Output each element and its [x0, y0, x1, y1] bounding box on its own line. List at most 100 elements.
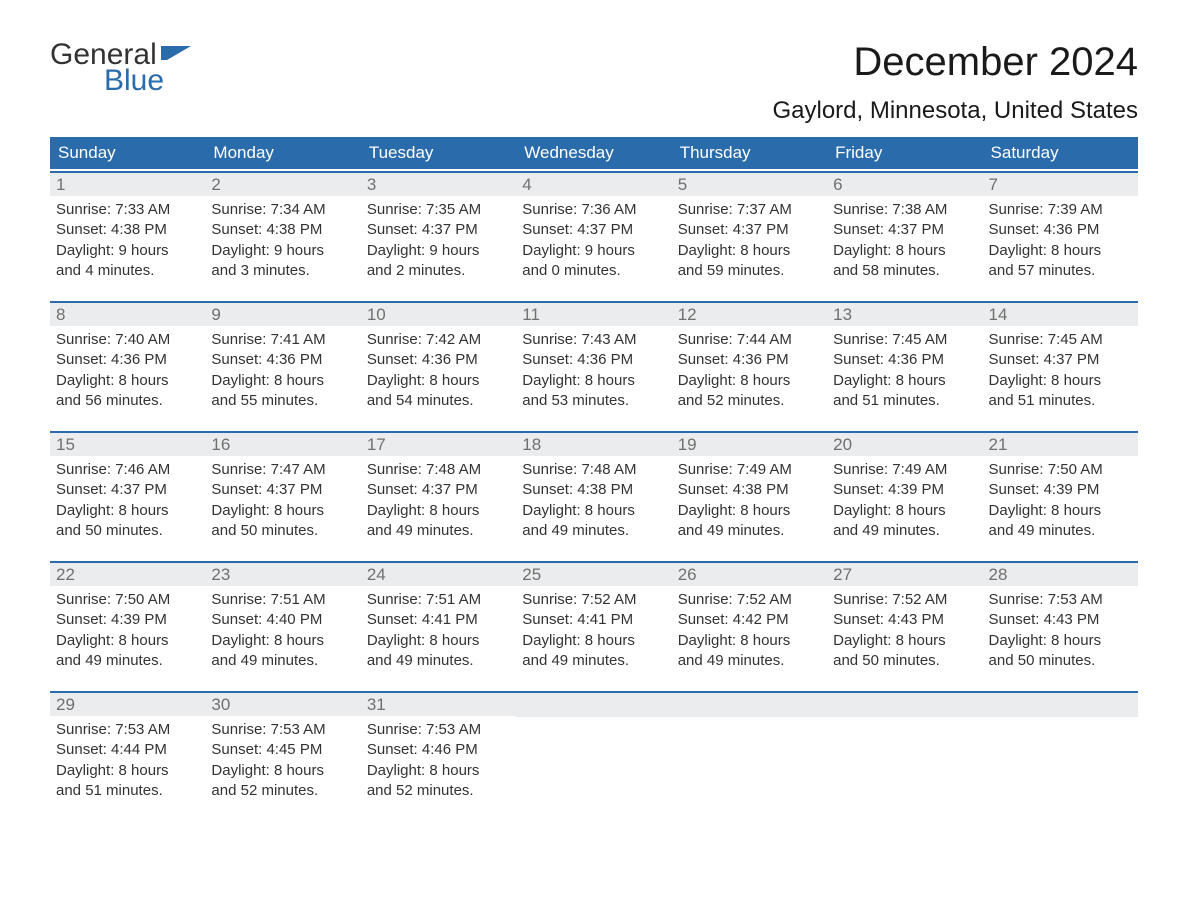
- day-body: Sunrise: 7:45 AMSunset: 4:36 PMDaylight:…: [827, 326, 982, 417]
- empty-day: [516, 693, 671, 717]
- daylight-line-2: and 52 minutes.: [367, 781, 510, 801]
- day-cell: 14Sunrise: 7:45 AMSunset: 4:37 PMDayligh…: [983, 303, 1138, 429]
- day-body: Sunrise: 7:48 AMSunset: 4:38 PMDaylight:…: [516, 456, 671, 547]
- location-subtitle: Gaylord, Minnesota, United States: [772, 97, 1138, 125]
- sunset-line: Sunset: 4:37 PM: [367, 480, 510, 500]
- sunset-line: Sunset: 4:43 PM: [833, 610, 976, 630]
- daylight-line-1: Daylight: 8 hours: [678, 501, 821, 521]
- daylight-line-2: and 49 minutes.: [522, 521, 665, 541]
- sunset-line: Sunset: 4:37 PM: [989, 350, 1132, 370]
- daylight-line-1: Daylight: 8 hours: [211, 761, 354, 781]
- week-row: 15Sunrise: 7:46 AMSunset: 4:37 PMDayligh…: [50, 431, 1138, 559]
- day-cell: 8Sunrise: 7:40 AMSunset: 4:36 PMDaylight…: [50, 303, 205, 429]
- day-body: Sunrise: 7:42 AMSunset: 4:36 PMDaylight:…: [361, 326, 516, 417]
- daylight-line-2: and 2 minutes.: [367, 261, 510, 281]
- day-body: Sunrise: 7:51 AMSunset: 4:41 PMDaylight:…: [361, 586, 516, 677]
- daylight-line-2: and 56 minutes.: [56, 391, 199, 411]
- daylight-line-1: Daylight: 8 hours: [522, 501, 665, 521]
- daylight-line-1: Daylight: 8 hours: [678, 241, 821, 261]
- sunrise-line: Sunrise: 7:36 AM: [522, 200, 665, 220]
- brand-logo: General Blue: [50, 40, 191, 96]
- day-cell: 12Sunrise: 7:44 AMSunset: 4:36 PMDayligh…: [672, 303, 827, 429]
- sunset-line: Sunset: 4:40 PM: [211, 610, 354, 630]
- day-body: Sunrise: 7:36 AMSunset: 4:37 PMDaylight:…: [516, 196, 671, 287]
- daylight-line-2: and 53 minutes.: [522, 391, 665, 411]
- sunset-line: Sunset: 4:39 PM: [989, 480, 1132, 500]
- day-body: Sunrise: 7:47 AMSunset: 4:37 PMDaylight:…: [205, 456, 360, 547]
- day-number: 5: [672, 173, 827, 196]
- daylight-line-1: Daylight: 8 hours: [211, 631, 354, 651]
- day-number: 21: [983, 433, 1138, 456]
- daylight-line-1: Daylight: 8 hours: [833, 241, 976, 261]
- day-number: 12: [672, 303, 827, 326]
- day-cell: 13Sunrise: 7:45 AMSunset: 4:36 PMDayligh…: [827, 303, 982, 429]
- day-header-thursday: Thursday: [672, 137, 827, 169]
- page-header: General Blue December 2024 Gaylord, Minn…: [50, 40, 1138, 125]
- sunset-line: Sunset: 4:36 PM: [367, 350, 510, 370]
- day-number: 24: [361, 563, 516, 586]
- empty-day: [827, 693, 982, 717]
- daylight-line-2: and 59 minutes.: [678, 261, 821, 281]
- sunset-line: Sunset: 4:38 PM: [678, 480, 821, 500]
- daylight-line-1: Daylight: 8 hours: [989, 241, 1132, 261]
- sunset-line: Sunset: 4:41 PM: [522, 610, 665, 630]
- day-body: Sunrise: 7:52 AMSunset: 4:43 PMDaylight:…: [827, 586, 982, 677]
- daylight-line-1: Daylight: 8 hours: [678, 371, 821, 391]
- day-cell: 4Sunrise: 7:36 AMSunset: 4:37 PMDaylight…: [516, 173, 671, 299]
- day-body: Sunrise: 7:45 AMSunset: 4:37 PMDaylight:…: [983, 326, 1138, 417]
- sunrise-line: Sunrise: 7:40 AM: [56, 330, 199, 350]
- daylight-line-1: Daylight: 8 hours: [989, 371, 1132, 391]
- day-header-wednesday: Wednesday: [516, 137, 671, 169]
- sunrise-line: Sunrise: 7:37 AM: [678, 200, 821, 220]
- sunrise-line: Sunrise: 7:50 AM: [989, 460, 1132, 480]
- day-header-friday: Friday: [827, 137, 982, 169]
- day-header-tuesday: Tuesday: [361, 137, 516, 169]
- day-number: 28: [983, 563, 1138, 586]
- day-body: Sunrise: 7:53 AMSunset: 4:46 PMDaylight:…: [361, 716, 516, 807]
- day-number: 25: [516, 563, 671, 586]
- daylight-line-2: and 57 minutes.: [989, 261, 1132, 281]
- sunset-line: Sunset: 4:43 PM: [989, 610, 1132, 630]
- day-body: Sunrise: 7:38 AMSunset: 4:37 PMDaylight:…: [827, 196, 982, 287]
- sunset-line: Sunset: 4:41 PM: [367, 610, 510, 630]
- day-cell: 23Sunrise: 7:51 AMSunset: 4:40 PMDayligh…: [205, 563, 360, 689]
- day-cell: [516, 693, 671, 819]
- daylight-line-1: Daylight: 8 hours: [678, 631, 821, 651]
- daylight-line-1: Daylight: 8 hours: [367, 631, 510, 651]
- day-cell: 3Sunrise: 7:35 AMSunset: 4:37 PMDaylight…: [361, 173, 516, 299]
- day-body: Sunrise: 7:40 AMSunset: 4:36 PMDaylight:…: [50, 326, 205, 417]
- sunrise-line: Sunrise: 7:49 AM: [678, 460, 821, 480]
- week-row: 22Sunrise: 7:50 AMSunset: 4:39 PMDayligh…: [50, 561, 1138, 689]
- sunset-line: Sunset: 4:36 PM: [522, 350, 665, 370]
- sunrise-line: Sunrise: 7:49 AM: [833, 460, 976, 480]
- day-number: 6: [827, 173, 982, 196]
- daylight-line-2: and 52 minutes.: [211, 781, 354, 801]
- sunrise-line: Sunrise: 7:50 AM: [56, 590, 199, 610]
- daylight-line-2: and 49 minutes.: [833, 521, 976, 541]
- day-cell: 18Sunrise: 7:48 AMSunset: 4:38 PMDayligh…: [516, 433, 671, 559]
- daylight-line-1: Daylight: 9 hours: [56, 241, 199, 261]
- daylight-line-1: Daylight: 8 hours: [522, 371, 665, 391]
- day-cell: 6Sunrise: 7:38 AMSunset: 4:37 PMDaylight…: [827, 173, 982, 299]
- sunrise-line: Sunrise: 7:33 AM: [56, 200, 199, 220]
- day-body: Sunrise: 7:52 AMSunset: 4:41 PMDaylight:…: [516, 586, 671, 677]
- daylight-line-2: and 49 minutes.: [56, 651, 199, 671]
- day-body: Sunrise: 7:52 AMSunset: 4:42 PMDaylight:…: [672, 586, 827, 677]
- daylight-line-2: and 49 minutes.: [367, 521, 510, 541]
- day-body: Sunrise: 7:34 AMSunset: 4:38 PMDaylight:…: [205, 196, 360, 287]
- week-row: 29Sunrise: 7:53 AMSunset: 4:44 PMDayligh…: [50, 691, 1138, 819]
- daylight-line-2: and 50 minutes.: [833, 651, 976, 671]
- sunset-line: Sunset: 4:37 PM: [833, 220, 976, 240]
- day-body: Sunrise: 7:50 AMSunset: 4:39 PMDaylight:…: [50, 586, 205, 677]
- daylight-line-1: Daylight: 8 hours: [367, 761, 510, 781]
- day-body: Sunrise: 7:50 AMSunset: 4:39 PMDaylight:…: [983, 456, 1138, 547]
- sunrise-line: Sunrise: 7:51 AM: [211, 590, 354, 610]
- daylight-line-1: Daylight: 8 hours: [56, 371, 199, 391]
- daylight-line-2: and 49 minutes.: [522, 651, 665, 671]
- day-number: 19: [672, 433, 827, 456]
- sunset-line: Sunset: 4:36 PM: [989, 220, 1132, 240]
- day-number: 9: [205, 303, 360, 326]
- day-number: 11: [516, 303, 671, 326]
- daylight-line-1: Daylight: 8 hours: [367, 371, 510, 391]
- day-body: Sunrise: 7:44 AMSunset: 4:36 PMDaylight:…: [672, 326, 827, 417]
